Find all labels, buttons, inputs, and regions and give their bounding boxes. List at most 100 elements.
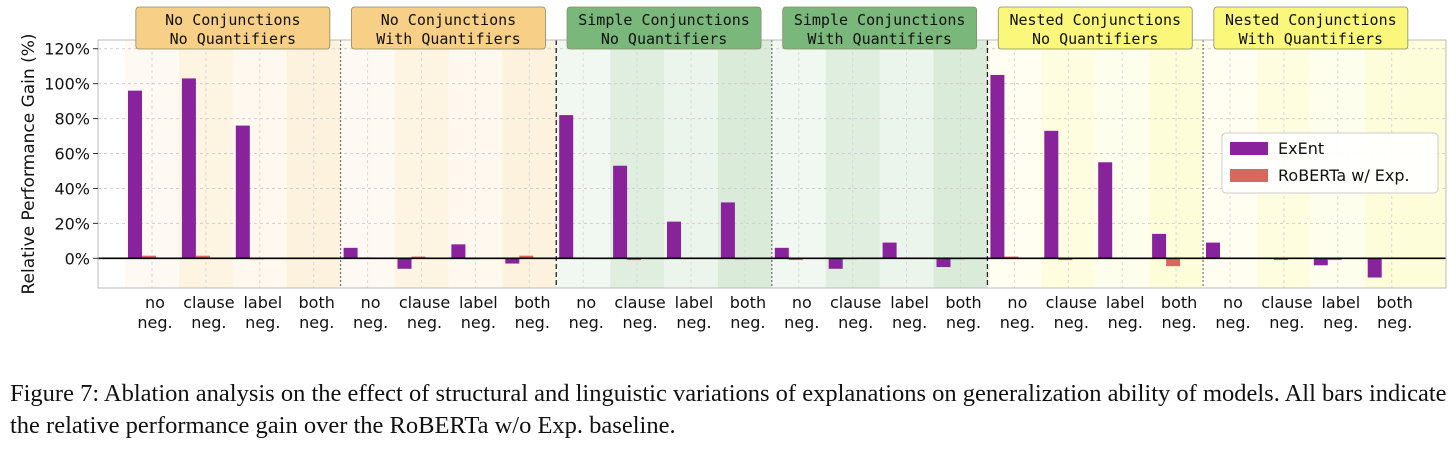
x-tick-line: neg. <box>892 313 927 332</box>
bar-roberta-w-exp--22 <box>1327 258 1342 261</box>
x-tick-line: no <box>792 293 812 312</box>
x-tick-line: label <box>675 293 714 312</box>
bar-exent-1 <box>181 78 196 259</box>
group-title-line: Nested Conjunctions <box>1009 11 1181 29</box>
group-title-line: No Quantifiers <box>1032 30 1158 48</box>
bar-exent-5 <box>397 258 412 269</box>
bar-roberta-w-exp--0 <box>142 255 156 259</box>
x-tick-line: neg. <box>1215 313 1250 332</box>
x-tick-label: clause neg. <box>614 293 665 332</box>
bar-exent-2 <box>235 125 250 259</box>
x-tick-line: label <box>890 293 929 312</box>
x-tick-label: no neg. <box>1000 293 1035 332</box>
x-tick-line: neg. <box>137 313 172 332</box>
x-tick-line: neg. <box>191 313 226 332</box>
x-tick-line: neg. <box>1108 313 1143 332</box>
group-title-line: With Quantifiers <box>1239 30 1384 48</box>
x-tick-label: clause neg. <box>399 293 450 332</box>
bar-roberta-w-exp--1 <box>195 255 210 259</box>
x-tick-line: neg. <box>407 313 442 332</box>
x-tick-line: both <box>730 293 766 312</box>
x-tick-line: no <box>576 293 596 312</box>
x-tick-label: label neg. <box>1321 293 1360 332</box>
x-tick-line: neg. <box>676 313 711 332</box>
legend-label: ExEnt <box>1278 139 1324 158</box>
group-title-box <box>351 6 546 50</box>
group-title-box <box>997 6 1193 50</box>
bars <box>128 74 1382 278</box>
group-title-line: Simple Conjunctions <box>578 11 750 29</box>
x-tick-label: label neg. <box>459 293 498 332</box>
x-tick-line: clause <box>183 293 234 312</box>
group-title-line: No Quantifiers <box>601 30 727 48</box>
x-tick-label: no neg. <box>137 293 172 332</box>
group-title-line: Simple Conjunctions <box>794 11 966 29</box>
x-tick-line: both <box>299 293 335 312</box>
x-tick-line: neg. <box>1054 313 1089 332</box>
x-tick-line: neg. <box>245 313 280 332</box>
bar-exent-17 <box>1044 130 1059 259</box>
group-title-box <box>782 6 978 50</box>
x-tick-label: label neg. <box>1106 293 1145 332</box>
x-tick-line: neg. <box>515 313 550 332</box>
x-tick-line: label <box>1321 293 1360 312</box>
x-tick-label: no neg. <box>353 293 388 332</box>
x-tick-label: label neg. <box>243 293 282 332</box>
x-tick-line: neg. <box>622 313 657 332</box>
bar-exent-23 <box>1367 258 1382 278</box>
bar-roberta-w-exp--12 <box>788 258 803 261</box>
legend-box <box>1221 132 1439 194</box>
bar-exent-7 <box>505 258 520 264</box>
x-tick-label: both neg. <box>730 293 766 332</box>
bar-exent-0 <box>128 90 142 259</box>
bar-exent-19 <box>1152 233 1167 259</box>
legend-swatch <box>1230 142 1268 155</box>
x-tick-line: neg. <box>1161 313 1196 332</box>
bar-roberta-w-exp--21 <box>1273 258 1288 261</box>
y-axis-label: Relative Performance Gain (%) <box>19 33 39 294</box>
x-tick-line: neg. <box>1000 313 1035 332</box>
x-tick-line: neg. <box>946 313 981 332</box>
x-tick-label: no neg. <box>1215 293 1250 332</box>
x-tick-line: neg. <box>299 313 334 332</box>
x-tick-label: both neg. <box>299 293 335 332</box>
x-tick-label: both neg. <box>514 293 550 332</box>
x-tick-label: clause neg. <box>1046 293 1097 332</box>
y-tick-label: 40% <box>54 179 90 198</box>
x-tick-line: both <box>945 293 981 312</box>
figure-caption: Figure 7: Ablation analysis on the effec… <box>10 380 1447 439</box>
x-tick-line: clause <box>399 293 450 312</box>
bar-exent-11 <box>720 202 735 259</box>
legend-label: RoBERTa w/ Exp. <box>1278 166 1410 185</box>
bar-roberta-w-exp--19 <box>1166 258 1181 267</box>
bar-exent-10 <box>667 221 681 259</box>
bar-exent-9 <box>613 165 628 259</box>
y-tick-label: 80% <box>54 110 90 129</box>
x-tick-line: both <box>514 293 550 312</box>
x-tick-line: no <box>1223 293 1243 312</box>
x-tick-line: label <box>1106 293 1145 312</box>
x-tick-line: neg. <box>1269 313 1304 332</box>
bar-roberta-w-exp--9 <box>627 258 642 261</box>
x-tick-line: neg. <box>838 313 873 332</box>
bar-exent-12 <box>774 247 789 259</box>
bar-exent-6 <box>451 244 466 259</box>
x-tick-line: neg. <box>569 313 604 332</box>
bar-exent-22 <box>1313 258 1328 266</box>
bar-roberta-w-exp--17 <box>1058 258 1073 261</box>
x-tick-label: clause neg. <box>183 293 234 332</box>
x-tick-line: clause <box>1046 293 1097 312</box>
x-tick-label: label neg. <box>675 293 714 332</box>
x-tick-label: no neg. <box>784 293 819 332</box>
group-title-box <box>135 6 331 50</box>
x-tick-line: neg. <box>1377 313 1412 332</box>
y-tick-label: 120% <box>44 40 90 59</box>
bar-exent-16 <box>990 74 1005 259</box>
x-tick-line: neg. <box>730 313 765 332</box>
y-tick-label: 60% <box>54 145 90 164</box>
x-tick-line: both <box>1161 293 1197 312</box>
legend: ExEnt RoBERTa w/ Exp. <box>1221 132 1439 194</box>
group-title-line: With Quantifiers <box>807 30 952 48</box>
legend-swatch <box>1230 169 1268 182</box>
